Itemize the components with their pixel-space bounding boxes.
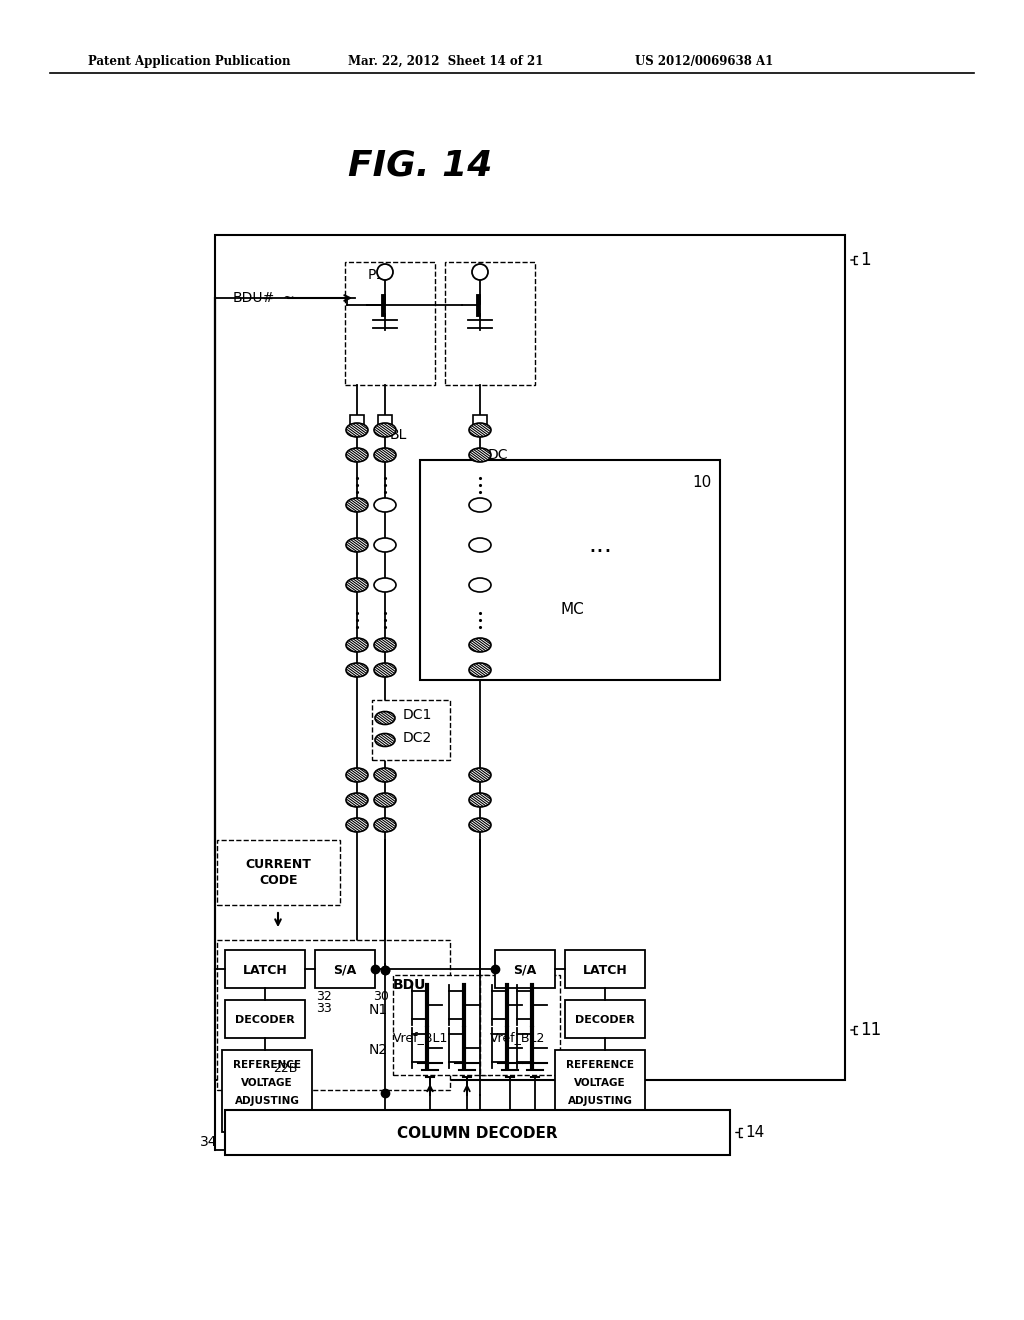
Ellipse shape <box>377 264 393 280</box>
Text: LATCH: LATCH <box>583 964 628 977</box>
Bar <box>350 414 364 425</box>
Ellipse shape <box>469 498 490 512</box>
Text: ~: ~ <box>282 290 294 305</box>
Ellipse shape <box>346 422 368 437</box>
Text: 30: 30 <box>373 990 389 1002</box>
Bar <box>222 1049 312 1133</box>
Text: 11: 11 <box>860 1020 882 1039</box>
Ellipse shape <box>374 422 396 437</box>
Bar <box>495 950 555 987</box>
Text: BL: BL <box>390 428 408 442</box>
Ellipse shape <box>374 498 396 512</box>
Text: LATCH: LATCH <box>243 964 288 977</box>
Ellipse shape <box>469 663 490 677</box>
Bar <box>378 414 392 425</box>
Text: N1: N1 <box>369 1003 388 1016</box>
Ellipse shape <box>469 447 490 462</box>
Text: DECODER: DECODER <box>575 1015 635 1026</box>
Text: VOLTAGE: VOLTAGE <box>242 1078 293 1088</box>
Bar <box>315 950 375 987</box>
Ellipse shape <box>346 638 368 652</box>
Ellipse shape <box>469 638 490 652</box>
Text: S/A: S/A <box>513 964 537 977</box>
Text: BDU: BDU <box>393 978 426 993</box>
Ellipse shape <box>346 818 368 832</box>
Ellipse shape <box>374 578 396 591</box>
Text: Mar. 22, 2012  Sheet 14 of 21: Mar. 22, 2012 Sheet 14 of 21 <box>348 55 544 69</box>
Text: REFERENCE: REFERENCE <box>233 1060 301 1071</box>
Text: Patent Application Publication: Patent Application Publication <box>88 55 291 69</box>
Text: VOLTAGE: VOLTAGE <box>574 1078 626 1088</box>
Text: ADJUSTING: ADJUSTING <box>567 1096 633 1106</box>
Text: US 2012/0069638 A1: US 2012/0069638 A1 <box>635 55 773 69</box>
Ellipse shape <box>346 498 368 512</box>
Text: 10: 10 <box>693 475 712 490</box>
Ellipse shape <box>346 793 368 807</box>
Ellipse shape <box>374 447 396 462</box>
Bar <box>345 261 435 385</box>
Text: 34: 34 <box>200 1135 217 1148</box>
Ellipse shape <box>472 264 488 280</box>
Text: P1: P1 <box>368 268 385 282</box>
Text: S/A: S/A <box>334 964 356 977</box>
Text: ...: ... <box>588 533 612 557</box>
Text: REFERENCE: REFERENCE <box>566 1060 634 1071</box>
Text: 22B: 22B <box>272 1061 297 1074</box>
Text: CURRENT: CURRENT <box>246 858 311 871</box>
Text: DECODER: DECODER <box>236 1015 295 1026</box>
Text: Vref_BL2: Vref_BL2 <box>490 1031 546 1044</box>
Bar <box>565 1001 645 1038</box>
Text: DC2: DC2 <box>403 731 432 744</box>
Bar <box>565 950 645 987</box>
Bar <box>225 950 305 987</box>
Text: CIRCUIT: CIRCUIT <box>244 1114 291 1125</box>
Text: CODE: CODE <box>259 874 298 887</box>
Bar <box>445 261 535 385</box>
Ellipse shape <box>469 539 490 552</box>
Bar <box>473 414 487 425</box>
Ellipse shape <box>346 539 368 552</box>
Ellipse shape <box>346 768 368 781</box>
Text: 32: 32 <box>316 990 332 1002</box>
Ellipse shape <box>375 734 395 747</box>
Bar <box>555 1049 645 1133</box>
Ellipse shape <box>346 578 368 591</box>
Ellipse shape <box>374 818 396 832</box>
Text: MC: MC <box>560 602 584 618</box>
Ellipse shape <box>469 818 490 832</box>
Text: ADJUSTING: ADJUSTING <box>234 1096 299 1106</box>
Text: Vref_BL1: Vref_BL1 <box>393 1031 449 1044</box>
Ellipse shape <box>375 711 395 725</box>
Ellipse shape <box>374 793 396 807</box>
Text: FIG. 14: FIG. 14 <box>348 148 493 182</box>
Bar <box>420 459 720 680</box>
Ellipse shape <box>469 768 490 781</box>
Bar <box>215 235 845 1080</box>
Bar <box>372 700 450 760</box>
Text: N2: N2 <box>369 1043 388 1057</box>
Text: 14: 14 <box>745 1125 764 1140</box>
Text: DC: DC <box>488 447 509 462</box>
Bar <box>217 840 340 906</box>
Ellipse shape <box>469 578 490 591</box>
Bar <box>225 1110 730 1155</box>
Ellipse shape <box>374 638 396 652</box>
Ellipse shape <box>374 768 396 781</box>
Bar <box>393 975 490 1074</box>
Text: DC1: DC1 <box>403 708 432 722</box>
Text: COLUMN DECODER: COLUMN DECODER <box>397 1126 558 1140</box>
Text: CIRCUIT: CIRCUIT <box>577 1114 624 1125</box>
Ellipse shape <box>374 539 396 552</box>
Text: BDU#: BDU# <box>232 290 275 305</box>
Bar <box>217 940 450 1090</box>
Ellipse shape <box>374 663 396 677</box>
Text: 1: 1 <box>860 251 870 269</box>
Bar <box>480 975 560 1074</box>
Ellipse shape <box>469 793 490 807</box>
Bar <box>225 1001 305 1038</box>
Ellipse shape <box>346 663 368 677</box>
Text: 33: 33 <box>316 1002 332 1015</box>
Ellipse shape <box>469 422 490 437</box>
Ellipse shape <box>346 447 368 462</box>
